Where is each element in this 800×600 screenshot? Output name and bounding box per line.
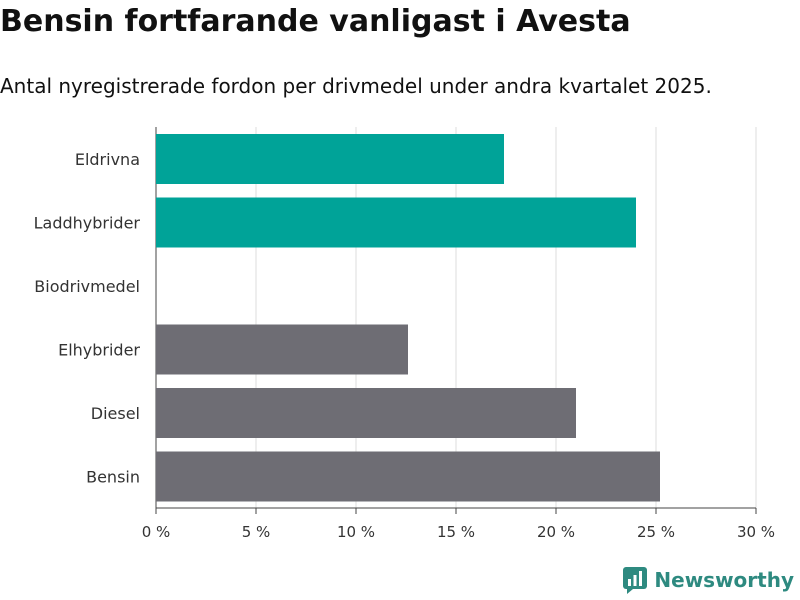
brand-name: Newsworthy	[654, 568, 794, 592]
newsworthy-logo: Newsworthy	[622, 566, 794, 594]
tick-labels: 0 % 5 % 10 % 15 % 20 % 25 % 30 %	[142, 523, 775, 541]
category-labels: Eldrivna Laddhybrider Biodrivmedel Elhybrid…	[34, 150, 141, 487]
x-tick-label: 10 %	[337, 523, 375, 541]
category-label: Elhybrider	[58, 341, 140, 360]
chart-title: Bensin fortfarande vanligast i Avesta	[0, 4, 631, 39]
bar	[156, 451, 660, 502]
bars	[156, 134, 660, 502]
x-tick-label: 0 %	[142, 523, 171, 541]
category-label: Eldrivna	[75, 150, 140, 169]
bar	[156, 324, 408, 375]
gridlines	[155, 127, 757, 514]
category-label: Bensin	[86, 468, 140, 487]
x-tick-label: 25 %	[637, 523, 675, 541]
bar	[156, 388, 576, 438]
bar	[156, 134, 504, 184]
x-tick-label: 30 %	[737, 523, 775, 541]
x-tick-label: 5 %	[242, 523, 271, 541]
bar	[156, 197, 636, 248]
category-label: Diesel	[91, 404, 140, 423]
x-tick-label: 20 %	[537, 523, 575, 541]
category-label: Laddhybrider	[34, 214, 141, 233]
x-tick-label: 15 %	[437, 523, 475, 541]
newsworthy-logo-icon	[623, 567, 648, 594]
chart-subtitle: Antal nyregistrerade fordon per drivmede…	[0, 74, 712, 98]
category-label: Biodrivmedel	[34, 277, 140, 296]
